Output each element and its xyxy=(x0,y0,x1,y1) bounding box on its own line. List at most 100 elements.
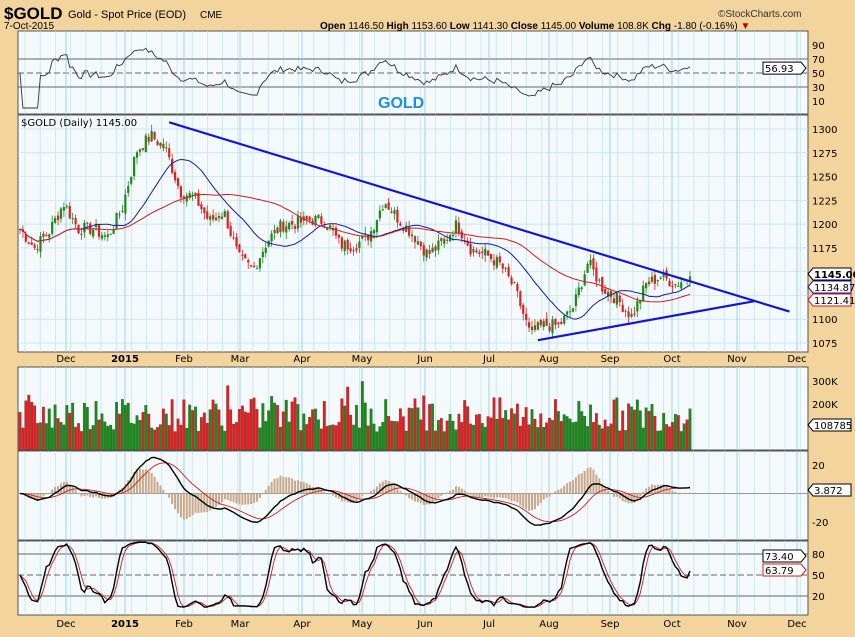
price-axis-tick: 1100 xyxy=(812,315,837,326)
candle-body xyxy=(393,210,396,214)
macd-histogram-bar xyxy=(299,481,302,494)
volume-bar xyxy=(97,419,101,451)
volume-bar xyxy=(211,399,215,451)
candle-body xyxy=(375,220,379,233)
macd-histogram-bar xyxy=(264,489,267,494)
stoch-d-line xyxy=(19,541,691,608)
candle-body xyxy=(24,234,27,242)
volume-bar xyxy=(580,411,584,451)
volume-bar xyxy=(451,420,455,451)
value-tag-text: 1134.87 xyxy=(814,283,855,294)
candle-body xyxy=(168,148,171,158)
candle-body xyxy=(498,256,501,263)
month-label: Dec xyxy=(56,354,75,365)
candle-body xyxy=(133,156,136,177)
candle-body xyxy=(80,233,83,235)
volume-bar xyxy=(270,396,274,451)
macd-histogram-bar xyxy=(217,493,220,505)
month-label: Jul xyxy=(482,354,495,365)
candle-body xyxy=(241,254,244,256)
candle-body xyxy=(238,244,241,252)
macd-histogram-bar xyxy=(396,487,399,494)
candle-body xyxy=(451,234,455,237)
candle-body xyxy=(650,276,654,282)
volume-bar xyxy=(425,430,429,451)
instrument-name: Gold - Spot Price (EOD) xyxy=(68,9,186,21)
volume-bar xyxy=(44,423,48,451)
candle-body xyxy=(36,249,39,251)
macd-histogram-bar xyxy=(291,478,294,494)
candle-body xyxy=(454,220,458,234)
month-label: Mar xyxy=(231,619,251,630)
volume-bar xyxy=(682,423,686,451)
volume-bar xyxy=(407,407,411,451)
volume-bar xyxy=(668,426,671,451)
volume-bar xyxy=(144,405,148,451)
macd-histogram-bar xyxy=(463,490,466,494)
volume-bar xyxy=(334,425,338,451)
candle-body xyxy=(460,231,463,239)
macd-histogram-bar xyxy=(633,493,636,503)
month-label: Aug xyxy=(539,354,559,365)
stoch-k-line xyxy=(19,541,691,608)
rsi-line xyxy=(19,47,691,109)
macd-histogram-bar xyxy=(95,493,98,497)
candle-body xyxy=(633,313,636,315)
macd-histogram-bar xyxy=(267,485,270,494)
macd-histogram-bar xyxy=(472,493,475,497)
value-tag-box xyxy=(762,61,807,75)
candle-body xyxy=(525,313,528,320)
macd-histogram-bar xyxy=(179,493,182,518)
candle-body xyxy=(457,222,460,234)
volume-bar xyxy=(199,417,203,451)
macd-histogram-bar xyxy=(416,493,419,503)
high-label: High xyxy=(387,21,409,32)
volume-bar xyxy=(208,409,212,451)
price-axis-tick: 1250 xyxy=(812,173,837,184)
macd-histogram-bar xyxy=(428,493,431,505)
macd-histogram-bar xyxy=(408,493,411,499)
volume-bar xyxy=(103,421,107,451)
candle-body xyxy=(443,238,446,244)
macd-histogram-bar xyxy=(554,491,557,494)
macd-histogram-bar xyxy=(557,489,560,494)
gold-annotation: GOLD xyxy=(378,95,424,112)
month-label: Feb xyxy=(175,619,193,630)
candle-body xyxy=(311,220,314,225)
candle-body xyxy=(636,300,639,312)
candle-body xyxy=(74,218,77,225)
candle-body xyxy=(586,263,589,273)
macd-histogram-bar xyxy=(449,490,452,494)
macd-histogram-bar xyxy=(580,473,583,494)
macd-histogram-bar xyxy=(337,493,340,499)
volume-bar xyxy=(498,397,502,451)
macd-histogram-bar xyxy=(92,493,95,498)
candle-body xyxy=(469,243,472,255)
volume-bar xyxy=(252,397,256,451)
volume-bar xyxy=(328,425,332,451)
month-label: Apr xyxy=(293,354,311,365)
volume-bar xyxy=(524,407,528,451)
ma-short-line xyxy=(19,158,691,320)
volume-bar xyxy=(372,423,376,451)
candle-body xyxy=(290,221,294,225)
volume-bar xyxy=(24,400,28,451)
value-tag-text: 1121.41 xyxy=(814,296,855,307)
macd-histogram-bar xyxy=(563,485,566,494)
volume-bar xyxy=(597,424,601,451)
macd-histogram-bar xyxy=(586,468,589,494)
macd-histogram-bar xyxy=(604,488,607,494)
macd-histogram-bar xyxy=(466,492,469,494)
macd-histogram-bar xyxy=(247,493,250,505)
volume-bar xyxy=(284,399,288,451)
ohlc-summary: Open 1146.50 High 1153.60 Low 1141.30 Cl… xyxy=(320,21,750,32)
price-axis-tick: 1225 xyxy=(812,196,837,207)
volume-bar xyxy=(507,419,511,451)
macd-histogram-bar xyxy=(607,490,610,494)
candle-body xyxy=(384,204,387,208)
volume-bar xyxy=(554,399,557,451)
volume-bar xyxy=(378,426,382,451)
candle-body xyxy=(592,258,595,270)
macd-histogram-bar xyxy=(279,475,282,494)
volume-bar xyxy=(352,424,355,451)
